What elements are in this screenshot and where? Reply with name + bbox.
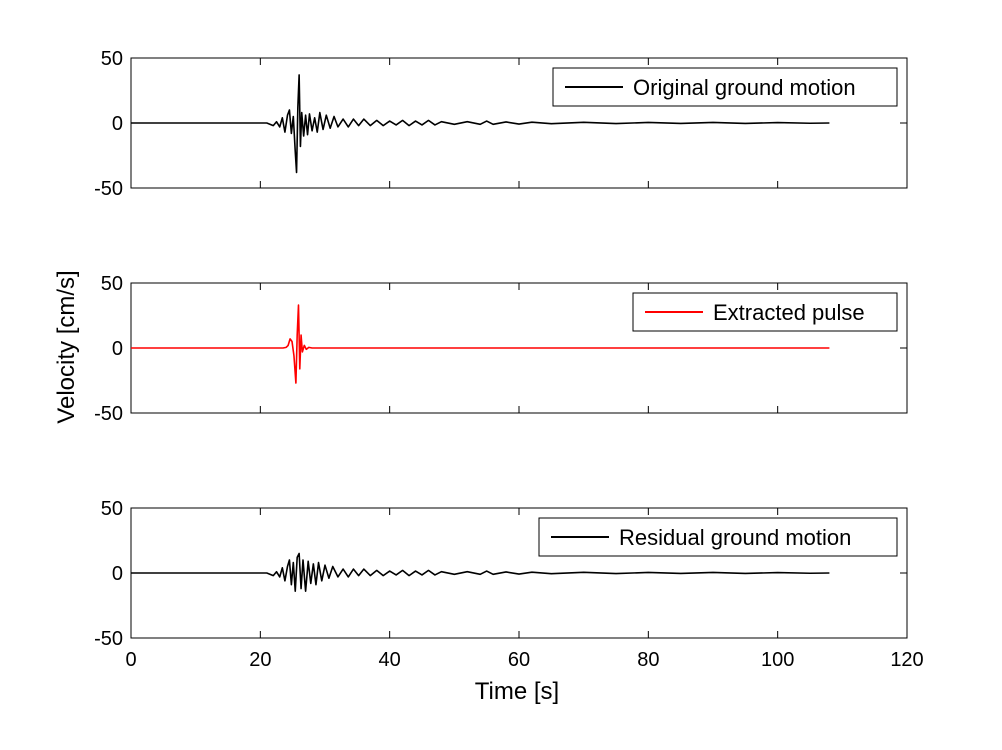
y-axis-label: Velocity [cm/s] [53,270,80,423]
x-axis-label: Time [s] [475,678,559,705]
series-line [131,552,830,593]
legend-label: Extracted pulse [713,300,865,325]
subplot-2: 50 0 -50 Extracted pulse [94,273,908,425]
legend-label: Original ground motion [633,75,856,100]
x-tick-label: 0 [125,649,136,671]
y-tick-label: 50 [101,498,123,520]
y-tick-label: 0 [112,113,123,135]
y-tick-label: -50 [94,628,123,650]
x-tick-label: 20 [249,649,271,671]
legend: Residual ground motion [538,517,898,557]
legend: Extracted pulse [632,292,898,332]
x-tick-label: 40 [379,649,401,671]
y-tick-label: 0 [112,338,123,360]
legend-label: Residual ground motion [619,525,851,550]
x-tick-label: 120 [890,649,923,671]
y-tick-label: 50 [101,48,123,70]
y-tick-label: -50 [94,403,123,425]
series-line [131,74,830,174]
x-tick-label: 80 [637,649,659,671]
y-tick-label: -50 [94,178,123,200]
subplot-1: 50 0 -50 Original ground motion [94,48,908,200]
series-line [131,304,830,384]
legend: Original ground motion [552,67,898,107]
x-tick-label: 100 [761,649,794,671]
x-tick-label: 60 [508,649,530,671]
y-tick-label: 0 [112,563,123,585]
y-tick-label: 50 [101,273,123,295]
